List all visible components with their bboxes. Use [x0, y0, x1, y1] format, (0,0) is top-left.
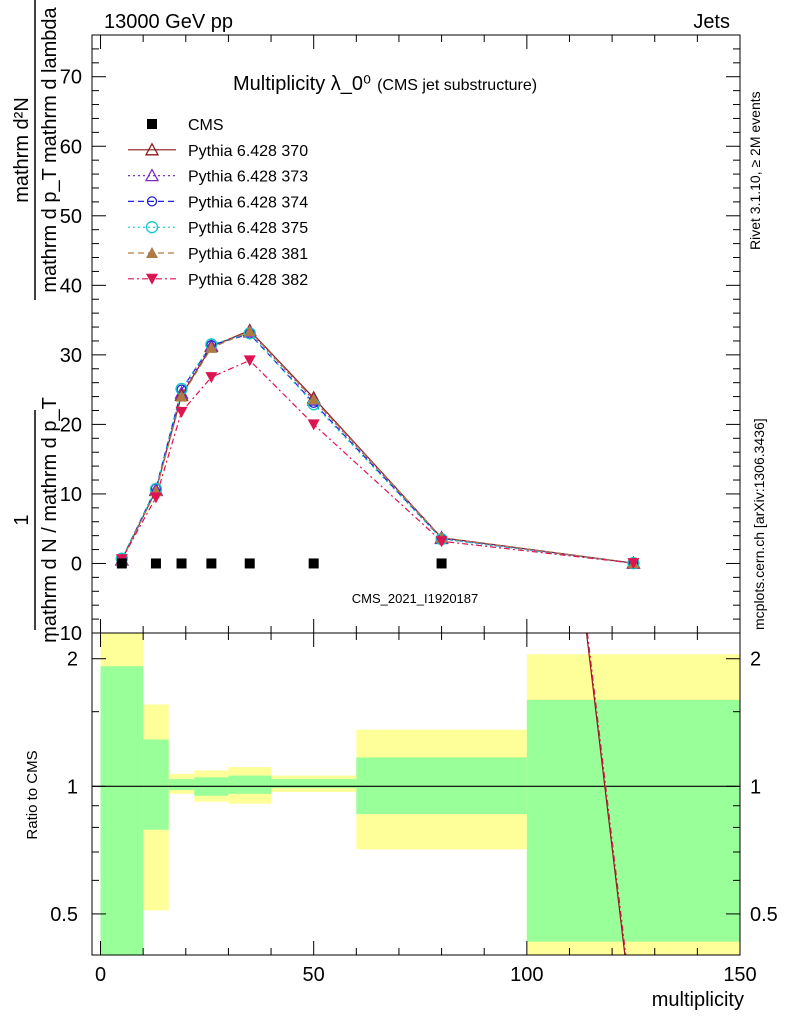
- ratio-bands-layer: [92, 633, 740, 955]
- main-panel: -10 0 10 20 30 40 50 60 70: [53, 34, 741, 645]
- series-point: [435, 536, 448, 548]
- legend: CMS Pythia 6.428 370 Pythia 6.428 373 Pythi…: [128, 117, 308, 289]
- ratio-y-tick-label-right: 0.5: [750, 904, 778, 926]
- header-right: Jets: [693, 11, 730, 33]
- ratio-series-line: [586, 633, 627, 955]
- cms-data-point: [436, 558, 447, 569]
- legend-label: CMS: [188, 117, 224, 134]
- x-tick-label: 150: [723, 964, 756, 986]
- series-line: [121, 330, 634, 564]
- legend-entry: Pythia 6.428 381: [128, 246, 308, 263]
- y-label-prefix-den: mathrm d N / mathrm d p_T: [39, 397, 61, 643]
- cms-data-point: [176, 558, 187, 569]
- ratio-axes-layer: 0.5 0.5 1 1 2 2 0 50 100 150: [50, 633, 778, 986]
- series-point: [243, 355, 256, 367]
- series-point: [243, 325, 256, 337]
- main-y-tick-label: 50: [60, 206, 82, 228]
- series-point: [175, 406, 188, 418]
- series-point: [175, 390, 188, 402]
- x-axis-label: multiplicity: [652, 989, 744, 1011]
- mcplots-watermark: mcplots.cern.ch [arXiv:1306.3436]: [751, 418, 767, 630]
- ratio-y-tick-label: 1: [67, 776, 78, 798]
- legend-marker: [144, 168, 160, 182]
- main-y-tick-label: 30: [60, 345, 82, 367]
- legend-label: Pythia 6.428 374: [188, 194, 308, 211]
- header-left: 13000 GeV pp: [104, 11, 233, 33]
- chart-title-sub: (CMS jet substructure): [377, 77, 537, 94]
- ratio-frame: [91, 632, 741, 956]
- legend-marker: [146, 273, 158, 285]
- y-label-num: mathrm d²N: [11, 97, 33, 203]
- series-point: [627, 558, 640, 570]
- main-y-tick-label: 0: [71, 553, 82, 575]
- series-point: [149, 492, 162, 504]
- uncertainty-band-inner: [100, 666, 144, 955]
- ratio-series-layer: [585, 633, 627, 955]
- legend-entry: Pythia 6.428 374: [128, 194, 308, 211]
- legend-entry: Pythia 6.428 373: [128, 168, 308, 186]
- analysis-watermark: CMS_2021_I1920187: [352, 591, 479, 606]
- series-point: [205, 341, 218, 353]
- uncertainty-band-inner: [143, 739, 169, 830]
- cms-data-point: [206, 558, 217, 569]
- y-axis-label-main: 1 mathrm d N / mathrm d p_T mathrm d²N m…: [11, 0, 61, 643]
- ratio-panel: 0.5 0.5 1 1 2 2 0 50 100 150: [50, 632, 778, 986]
- series-point: [307, 393, 320, 405]
- series-line: [121, 359, 634, 564]
- legend-entry: Pythia 6.428 370: [128, 142, 308, 160]
- legend-entry: CMS: [147, 117, 224, 134]
- main-y-tick-label: 20: [60, 414, 82, 436]
- series-point: [205, 372, 218, 384]
- legend-label: Pythia 6.428 373: [188, 169, 308, 186]
- main-axes-layer: -10 0 10 20 30 40 50 60 70: [53, 34, 741, 645]
- legend-label: Pythia 6.428 375: [188, 220, 308, 237]
- uncertainty-band-inner: [526, 699, 740, 942]
- legend-label: Pythia 6.428 382: [188, 272, 308, 289]
- cms-data-point: [308, 558, 319, 569]
- y-label-den: mathrm d p_T mathrm d lambda: [39, 6, 61, 292]
- chart-title: Multiplicity λ_0⁰ (CMS jet substructure): [233, 73, 537, 95]
- uncertainty-band-inner: [271, 779, 357, 789]
- legend-marker: [145, 221, 159, 234]
- y-label-prefix-num: 1: [11, 514, 33, 525]
- legend-marker: [144, 142, 160, 156]
- main-y-tick-label: -10: [53, 623, 82, 645]
- main-y-tick-label: 70: [60, 67, 82, 89]
- cms-data-point: [116, 558, 127, 569]
- main-series-layer: [114, 323, 641, 570]
- uncertainty-band-inner: [228, 775, 272, 794]
- legend-marker: [146, 196, 158, 207]
- y-axis-label-ratio: Ratio to CMS: [24, 750, 41, 839]
- legend-entry: Pythia 6.428 382: [128, 272, 308, 289]
- rivet-watermark: Rivet 3.1.10, ≥ 2M events: [747, 91, 763, 250]
- cms-data-point: [244, 558, 255, 569]
- x-tick-label: 50: [303, 964, 325, 986]
- legend-marker: [147, 119, 157, 129]
- x-tick-label: 0: [95, 964, 106, 986]
- cms-data-point: [150, 558, 161, 569]
- legend-entry: Pythia 6.428 375: [128, 220, 308, 237]
- ratio-y-tick-label-right: 2: [750, 649, 761, 671]
- chart-title-main: Multiplicity λ_0⁰: [233, 73, 371, 95]
- ratio-y-tick-label: 2: [67, 649, 78, 671]
- legend-label: Pythia 6.428 370: [188, 143, 308, 160]
- legend-label: Pythia 6.428 381: [188, 246, 308, 263]
- main-y-tick-label: 10: [60, 484, 82, 506]
- uncertainty-band-inner: [168, 779, 195, 791]
- main-y-tick-label: 60: [60, 136, 82, 158]
- ratio-y-tick-label: 0.5: [50, 904, 78, 926]
- series-point: [307, 419, 320, 431]
- main-y-tick-label: 40: [60, 275, 82, 297]
- legend-marker: [146, 247, 158, 258]
- ratio-y-tick-label-right: 1: [750, 776, 761, 798]
- x-tick-label: 100: [510, 964, 543, 986]
- ratio-series-line: [585, 633, 626, 955]
